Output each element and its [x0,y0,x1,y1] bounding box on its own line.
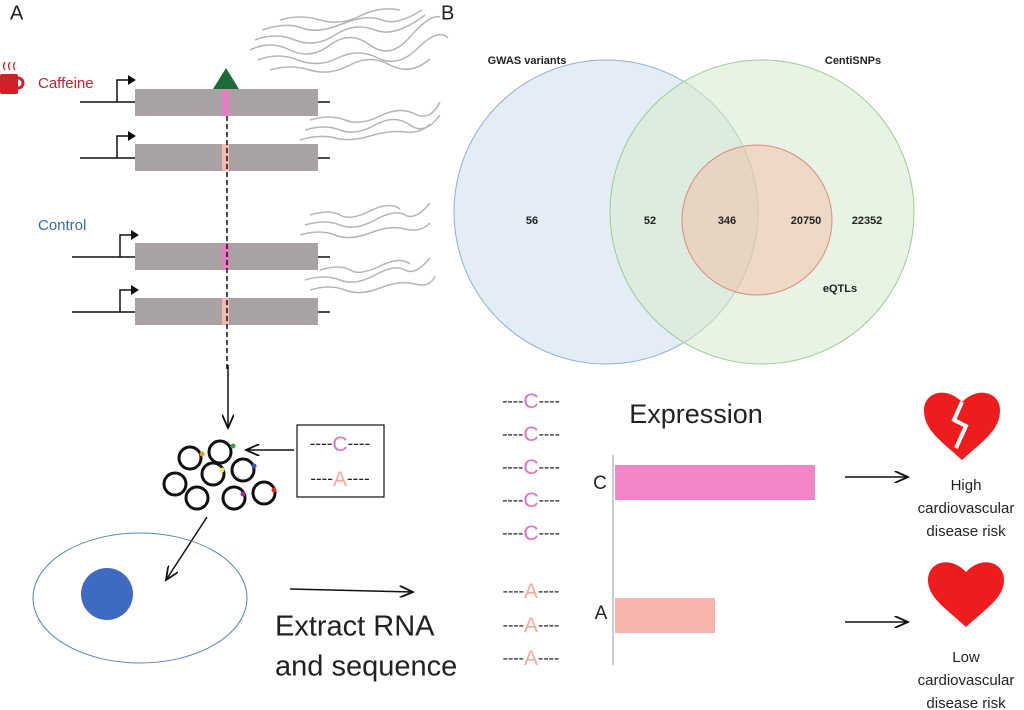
step-text: Extract RNA [275,611,435,643]
allele-label: A [595,603,608,624]
region-count: 20750 [791,215,822,227]
construct-box [296,424,385,498]
construct-allele: ----C---- [310,433,370,456]
nucleus [81,568,133,620]
broken-heart [924,392,1000,460]
expression-title: Expression [629,399,763,429]
set-label: GWAS variants [488,55,567,67]
allele-label: C [593,473,607,494]
outcome-text: High [951,477,982,494]
read: ----C---- [502,423,560,446]
coffee-cup [0,61,25,94]
read: ----A---- [503,580,560,603]
panel-label: B [441,2,454,24]
treatment-label: Control [38,217,86,234]
outcome-text: disease risk [926,695,1006,710]
region-count: 52 [644,215,656,227]
outcome-text: Low [952,649,980,666]
read: ----A---- [503,647,560,670]
outcome-text: disease risk [926,523,1006,540]
read: ----C---- [502,522,560,545]
read: ----C---- [502,456,560,479]
region-count: 346 [718,215,736,227]
outcomes: High cardiovascular disease risk Low cardiov… [918,477,1015,710]
heart [928,562,1004,627]
set-label: CentiSNPs [825,55,881,67]
read: ----C---- [502,390,560,413]
read: ----C---- [502,489,560,512]
expression-bar [615,465,815,500]
outcome-text: cardiovascular [918,672,1015,689]
region-count: 56 [526,215,538,227]
panel-label: A [10,2,24,24]
outcome-text: cardiovascular [918,500,1015,517]
cell [32,532,248,664]
expression-bar [615,598,715,633]
step-text: and sequence [275,651,457,683]
region-count: 22352 [852,215,883,227]
rna-reads-illustration [249,8,449,294]
read: ----A---- [503,614,560,637]
set-label: eQTLs [823,283,857,295]
venn [453,59,915,365]
plasmids [162,439,277,511]
reads: ----C---- ----C---- ----C---- ----C---- ----… [502,390,560,670]
genes [72,68,330,370]
construct-allele: ----A---- [310,468,369,491]
treatment-label: Caffeine [38,75,94,92]
